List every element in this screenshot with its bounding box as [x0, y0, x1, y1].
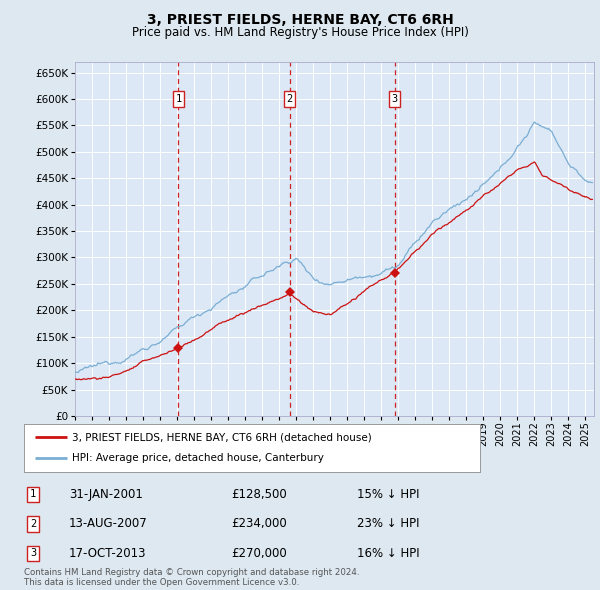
Text: 2: 2 — [30, 519, 36, 529]
Text: 3, PRIEST FIELDS, HERNE BAY, CT6 6RH: 3, PRIEST FIELDS, HERNE BAY, CT6 6RH — [146, 13, 454, 27]
Text: 1: 1 — [175, 94, 182, 104]
Text: 3, PRIEST FIELDS, HERNE BAY, CT6 6RH (detached house): 3, PRIEST FIELDS, HERNE BAY, CT6 6RH (de… — [72, 432, 371, 442]
Text: 17-OCT-2013: 17-OCT-2013 — [69, 547, 146, 560]
Text: 3: 3 — [30, 549, 36, 558]
Text: Price paid vs. HM Land Registry's House Price Index (HPI): Price paid vs. HM Land Registry's House … — [131, 26, 469, 39]
Text: 1: 1 — [30, 490, 36, 499]
Text: £128,500: £128,500 — [231, 488, 287, 501]
Text: 31-JAN-2001: 31-JAN-2001 — [69, 488, 143, 501]
Text: £270,000: £270,000 — [231, 547, 287, 560]
Text: 13-AUG-2007: 13-AUG-2007 — [69, 517, 148, 530]
Text: Contains HM Land Registry data © Crown copyright and database right 2024.
This d: Contains HM Land Registry data © Crown c… — [24, 568, 359, 587]
Text: 15% ↓ HPI: 15% ↓ HPI — [357, 488, 419, 501]
Text: 3: 3 — [392, 94, 398, 104]
Text: 2: 2 — [287, 94, 293, 104]
Text: £234,000: £234,000 — [231, 517, 287, 530]
Text: 23% ↓ HPI: 23% ↓ HPI — [357, 517, 419, 530]
Text: HPI: Average price, detached house, Canterbury: HPI: Average price, detached house, Cant… — [72, 454, 324, 464]
Text: 16% ↓ HPI: 16% ↓ HPI — [357, 547, 419, 560]
